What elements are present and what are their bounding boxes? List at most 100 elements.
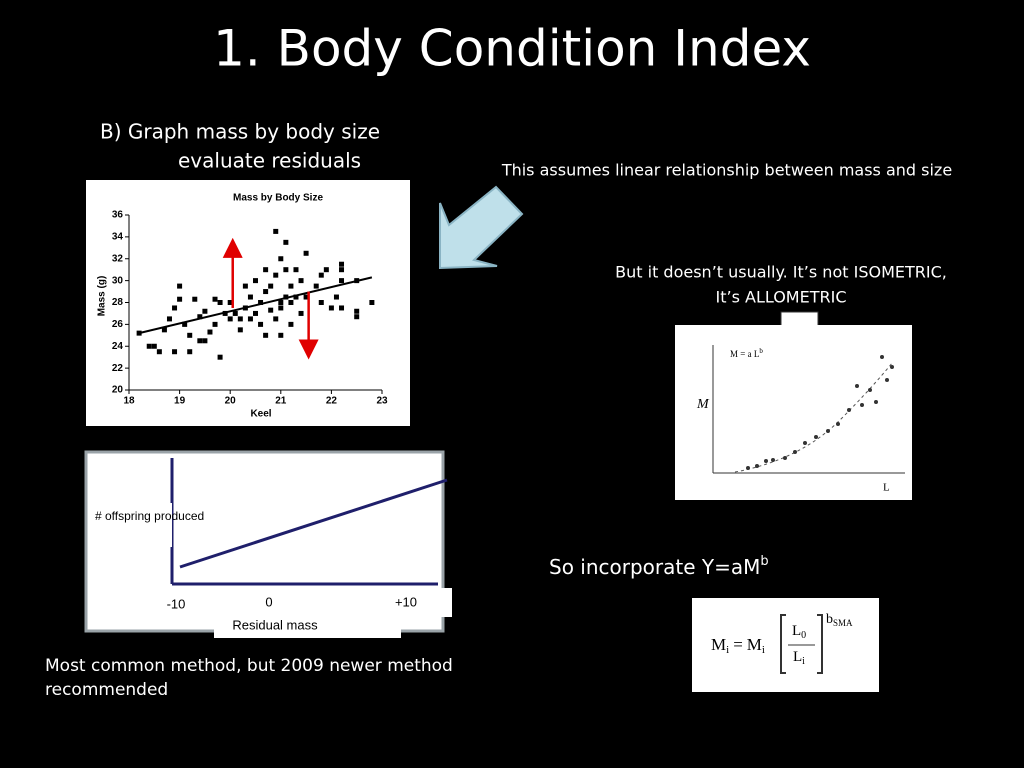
point	[339, 261, 345, 267]
point	[278, 300, 284, 305]
formula: Mi = Mi L0 Li bSMA	[692, 598, 879, 692]
label-box	[214, 613, 401, 638]
operator: =	[733, 635, 743, 654]
point	[283, 239, 289, 245]
point	[187, 349, 193, 355]
subscript: SMA	[833, 618, 853, 628]
point	[303, 250, 309, 256]
point	[217, 300, 223, 305]
point	[187, 332, 193, 338]
point	[172, 349, 178, 355]
note: This assumes linear relationship between…	[501, 161, 952, 180]
x-axis-label: Keel	[250, 409, 271, 420]
x-tick-label: 23	[376, 396, 388, 407]
x-tick-label: 18	[123, 396, 135, 407]
point	[293, 267, 299, 273]
x-tick-label: 20	[225, 396, 237, 407]
point	[202, 338, 208, 344]
point	[232, 310, 238, 316]
point	[202, 308, 208, 314]
point	[177, 296, 183, 302]
point	[268, 283, 274, 289]
slide-title: 1. Body Condition Index	[213, 20, 811, 78]
subscript: 0	[801, 630, 806, 641]
point	[247, 316, 253, 322]
denominator: Li	[793, 649, 805, 667]
point	[156, 349, 162, 355]
point	[328, 305, 334, 311]
y-tick-label: 24	[112, 341, 124, 352]
y-tick-label: 22	[112, 363, 124, 374]
label-box	[380, 588, 452, 617]
point	[247, 294, 253, 300]
point	[323, 267, 329, 273]
point	[227, 300, 233, 305]
y-tick-label: 28	[112, 297, 124, 308]
subscript: i	[726, 644, 729, 656]
symbol: M	[747, 635, 762, 654]
point	[288, 321, 294, 327]
point	[172, 305, 178, 311]
chart-panel	[86, 180, 410, 426]
y-tick-label: 36	[112, 210, 124, 221]
point	[212, 321, 218, 327]
note: Most common method, but 2009 newer metho…	[45, 656, 453, 676]
point	[333, 294, 339, 300]
point	[318, 272, 324, 278]
symbol: b	[826, 612, 833, 627]
point	[288, 283, 294, 289]
x-tick-label: 19	[174, 396, 186, 407]
point	[192, 296, 198, 302]
panel	[692, 598, 879, 692]
point	[197, 314, 203, 320]
point	[313, 283, 319, 289]
subscript: i	[802, 656, 805, 667]
point	[268, 307, 274, 313]
point	[293, 294, 299, 300]
trend-line	[138, 276, 373, 335]
point	[369, 300, 375, 305]
point	[197, 338, 203, 344]
x-tick-label: 21	[275, 396, 287, 407]
brackets	[780, 614, 823, 674]
point	[237, 327, 243, 333]
y-tick-label: 34	[112, 232, 124, 243]
point	[212, 296, 218, 302]
point	[288, 300, 294, 305]
point	[339, 267, 345, 273]
heading: evaluate residuals	[178, 149, 361, 173]
superscript: b	[759, 347, 763, 355]
point	[354, 308, 360, 314]
y-tick-label: 30	[112, 275, 124, 286]
point	[207, 329, 213, 335]
point	[339, 305, 345, 311]
note: So incorporate Y=aMb	[549, 554, 769, 579]
equation-text: M = a L	[730, 349, 759, 359]
note: It’s ALLOMETRIC	[716, 288, 847, 307]
trend-line	[179, 478, 448, 569]
y-label: M	[696, 397, 710, 412]
formula-lhs: Mi = Mi	[711, 635, 765, 656]
point	[258, 321, 264, 327]
symbol: L	[793, 649, 802, 665]
symbol: M	[711, 635, 726, 654]
point	[298, 278, 304, 284]
note: But it doesn’t usually. It’s not ISOMETR…	[615, 263, 947, 282]
y-tick-label: 32	[112, 253, 124, 264]
label-box	[90, 503, 172, 547]
residual-graph: # offspring produced -10 0 +10 Residual …	[84, 450, 452, 638]
point	[151, 343, 157, 349]
point	[273, 316, 279, 322]
panel	[675, 325, 912, 500]
point	[339, 278, 345, 284]
exponent: bSMA	[826, 612, 853, 628]
point	[253, 278, 258, 284]
point	[263, 289, 269, 295]
y-axis-label: Mass (g)	[97, 276, 108, 317]
x-tick-label: +10	[395, 594, 417, 609]
points	[746, 355, 894, 470]
point	[237, 316, 243, 322]
point	[182, 321, 188, 327]
symbol: L	[792, 623, 801, 639]
